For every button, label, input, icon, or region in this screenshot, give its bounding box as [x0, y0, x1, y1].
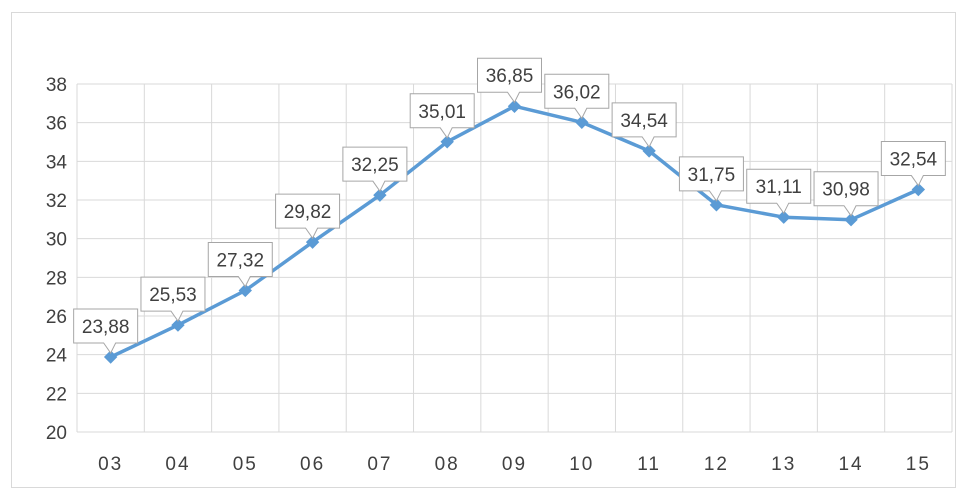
data-point-marker [507, 99, 522, 113]
data-label-box [275, 193, 341, 240]
data-label: 36,02 [553, 82, 601, 103]
data-label-box [813, 171, 879, 217]
y-tick-label: 32 [46, 191, 67, 212]
data-label: 32,54 [890, 150, 938, 171]
x-tick-label: 11 [637, 454, 661, 475]
data-label-callout: 27,32 [207, 241, 273, 288]
data-label-callout: 32,25 [342, 146, 408, 193]
data-label-box [611, 102, 677, 148]
data-label-box [746, 168, 812, 215]
y-tick-label: 30 [46, 230, 67, 251]
data-label-callout: 32,54 [880, 141, 946, 187]
y-tick-label: 20 [46, 423, 67, 444]
series-line [108, 104, 921, 359]
data-point-marker [373, 188, 387, 202]
data-label: 31,75 [688, 165, 736, 186]
x-tick-label: 13 [771, 454, 796, 475]
data-label: 30,98 [822, 180, 870, 201]
data-label: 32,25 [351, 155, 399, 176]
data-labels: 23,88 25,53 27,32 29,82 32,25 35,01 36,85 36,02… [73, 57, 946, 354]
data-point-marker [171, 318, 185, 332]
data-label: 23,88 [82, 317, 130, 338]
x-tick-label: 12 [704, 454, 729, 475]
y-tick-label: 28 [46, 268, 67, 289]
data-label: 29,82 [284, 202, 332, 223]
series-polyline [108, 104, 921, 359]
x-tick-label: 08 [435, 454, 460, 475]
x-tick-label: 14 [838, 454, 863, 475]
data-point-marker [305, 235, 320, 249]
data-label-callout: 29,82 [275, 193, 341, 240]
data-point-marker [844, 213, 858, 227]
data-point-marker [911, 182, 926, 197]
data-label-box [73, 308, 139, 354]
data-point-marker [575, 115, 589, 129]
y-axis-tick-labels: 20 22 24 26 28 30 32 34 36 38 [46, 75, 68, 444]
x-tick-label: 04 [165, 454, 190, 475]
data-label-callout: 23,88 [73, 308, 139, 354]
data-label-box [678, 156, 744, 202]
x-tick-label: 07 [367, 454, 392, 475]
x-tick-label: 05 [233, 454, 258, 475]
data-label-callout: 36,85 [477, 57, 542, 104]
data-label-callout: 30,98 [813, 171, 879, 217]
data-label: 25,53 [149, 285, 197, 306]
data-label-callout: 36,02 [544, 73, 610, 120]
data-point-marker [238, 283, 252, 298]
data-label-callout: 35,01 [409, 93, 475, 139]
data-point-marker [103, 350, 118, 364]
data-label: 34,54 [620, 111, 668, 132]
data-label: 35,01 [418, 102, 466, 123]
data-label: 36,85 [486, 66, 534, 87]
y-tick-label: 38 [46, 75, 67, 96]
data-label-box [880, 141, 946, 187]
x-tick-label: 15 [906, 454, 931, 475]
y-tick-label: 24 [46, 346, 68, 367]
data-label: 27,32 [216, 250, 264, 271]
y-tick-label: 36 [46, 114, 67, 135]
data-label-box [207, 241, 273, 288]
x-tick-label: 09 [502, 454, 527, 475]
data-point-marker [440, 135, 454, 149]
data-label-callout: 34,54 [611, 102, 677, 148]
y-tick-label: 34 [46, 152, 68, 173]
data-label-box [477, 57, 542, 104]
y-tick-label: 22 [46, 384, 67, 405]
data-label-callout: 31,11 [746, 168, 812, 215]
x-tick-label: 10 [569, 454, 594, 475]
data-label-box [409, 93, 475, 139]
y-tick-label: 26 [46, 307, 67, 328]
data-point-marker [709, 198, 724, 212]
data-label-callout: 25,53 [140, 276, 206, 323]
x-tick-label: 06 [300, 454, 325, 475]
data-label-box [140, 276, 206, 323]
data-label-box [544, 73, 610, 120]
data-label: 31,11 [756, 177, 802, 198]
data-label-box [342, 146, 408, 193]
series-markers [103, 99, 926, 364]
data-point-marker [777, 210, 791, 224]
data-point-marker [642, 144, 656, 158]
x-tick-label: 03 [98, 454, 123, 475]
data-label-callout: 31,75 [678, 156, 744, 202]
x-axis-tick-labels: 03 04 05 06 07 08 09 10 11 12 13 14 15 [98, 454, 931, 475]
